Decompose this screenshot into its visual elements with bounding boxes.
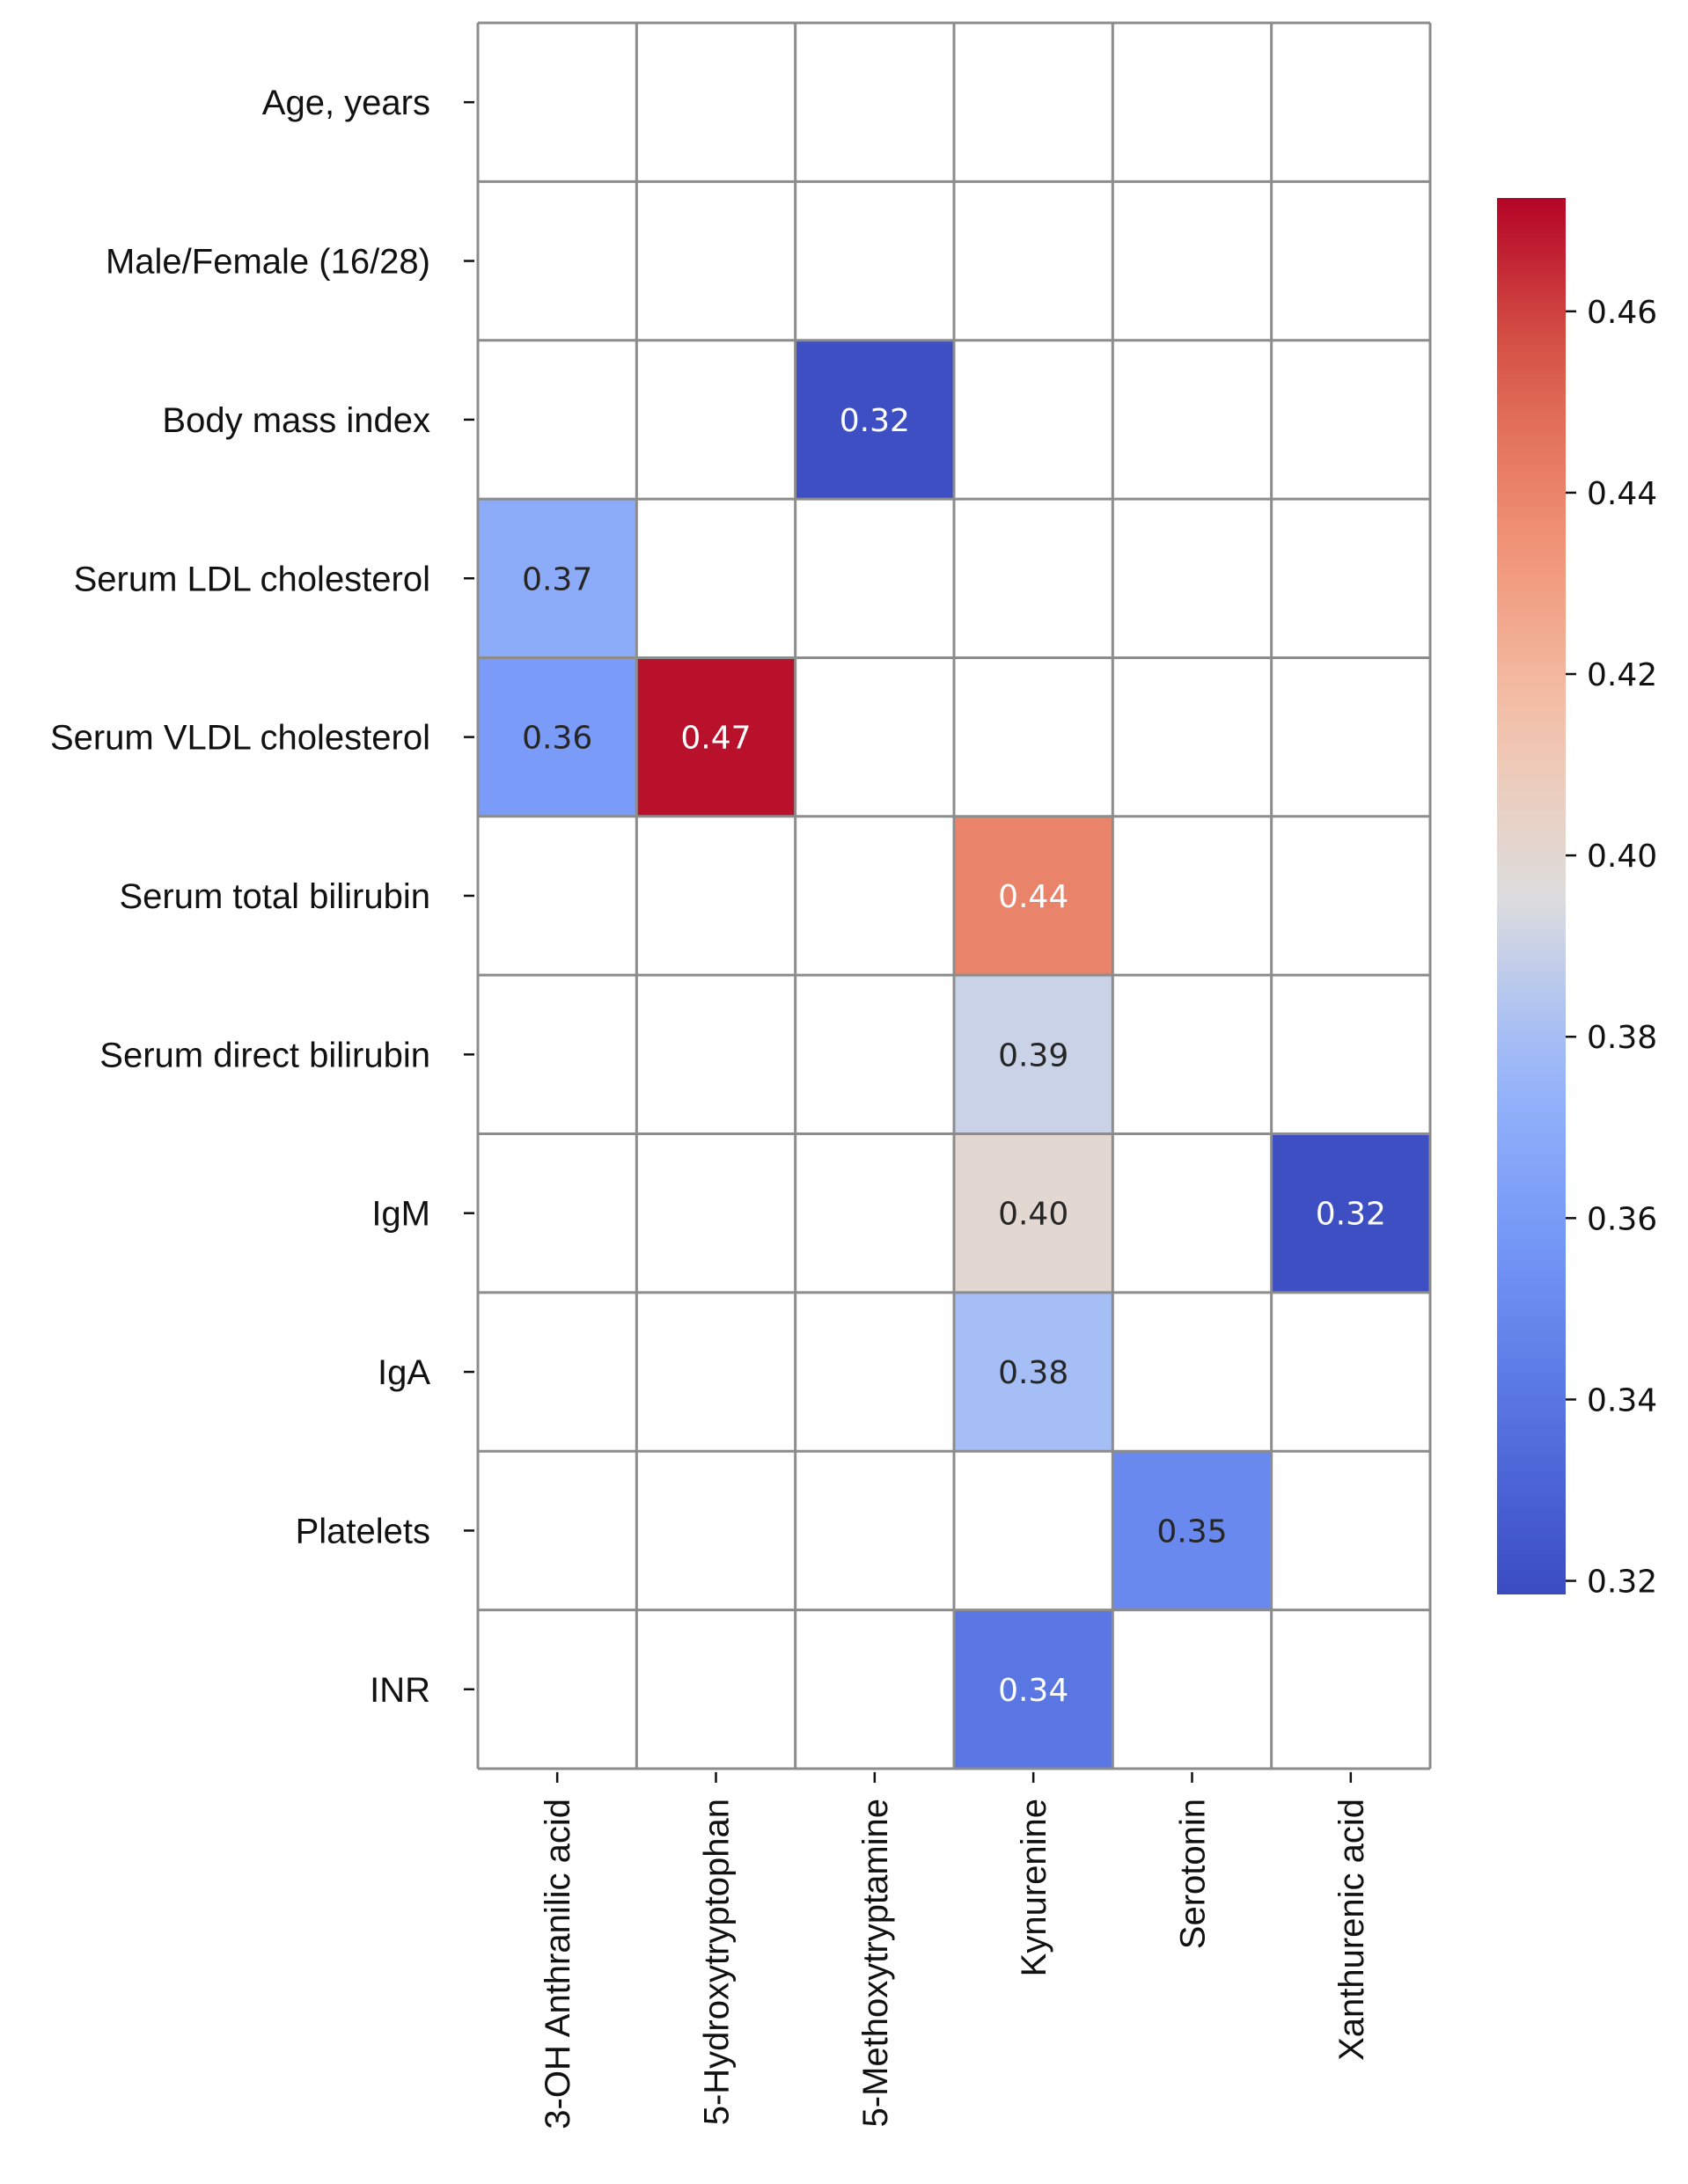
cell-value-label: 0.34 [998, 1673, 1068, 1709]
heatmap-figure: 0.32 0.37 0.36 0.47 0.44 0.39 0.40 0.32 0.38 0.35… [0, 0, 1688, 2184]
cell-value-label: 0.37 [522, 561, 592, 597]
column-label: 5-Methoxytryptamine [856, 1799, 895, 2127]
heatmap-grid [478, 23, 1430, 1769]
colorbar-tick-label: 0.46 [1587, 295, 1657, 331]
colorbar-tick-label: 0.36 [1587, 1201, 1657, 1237]
colorbar-gradient [1497, 198, 1566, 1594]
row-label: Male/Female (16/28) [106, 243, 430, 282]
row-label: IgM [371, 1195, 430, 1234]
cell-value-label: 0.44 [998, 879, 1068, 915]
cell-value-label: 0.39 [998, 1037, 1068, 1074]
row-label: Serum VLDL cholesterol [50, 719, 430, 758]
row-labels: Age, years Male/Female (16/28) Body mass i… [50, 84, 474, 1710]
colorbar-tick-label: 0.38 [1587, 1020, 1657, 1056]
column-label: Kynurenine [1015, 1799, 1053, 1976]
column-label: 3-OH Anthranilic acid [539, 1799, 577, 2129]
row-label: Body mass index [162, 401, 430, 440]
cell-value-label: 0.38 [998, 1355, 1068, 1391]
row-label: INR [370, 1671, 430, 1710]
column-label: 5-Hydroxytryptophan [697, 1799, 736, 2125]
cell-value-label: 0.35 [1156, 1513, 1227, 1550]
colorbar-tick-label: 0.34 [1587, 1382, 1657, 1418]
row-label: Serum direct bilirubin [99, 1036, 430, 1074]
column-label: Xanthurenic acid [1332, 1799, 1371, 2061]
row-label: Age, years [262, 84, 430, 122]
colorbar-tick-label: 0.40 [1587, 839, 1657, 875]
column-label: Serotonin [1173, 1799, 1212, 1949]
cell-value-label: 0.47 [680, 721, 751, 757]
cell-value-label: 0.36 [522, 721, 592, 757]
row-label: IgA [378, 1353, 430, 1392]
row-label: Serum total bilirubin [120, 877, 431, 916]
colorbar-tick-label: 0.42 [1587, 657, 1657, 693]
row-label: Serum LDL cholesterol [74, 560, 430, 598]
row-label: Platelets [296, 1512, 430, 1550]
colorbar [1497, 198, 1566, 1594]
cell-value-label: 0.32 [1316, 1197, 1386, 1233]
colorbar-tick-label: 0.32 [1587, 1565, 1657, 1601]
colorbar-tick-label: 0.44 [1587, 476, 1657, 512]
column-labels: 3-OH Anthranilic acid 5-Hydroxytryptophan… [539, 1772, 1371, 2129]
colorbar-ticks: 0.32 0.34 0.36 0.38 0.40 0.42 0.44 0.46 [1566, 295, 1657, 1601]
cell-value-label: 0.40 [998, 1197, 1068, 1233]
cell-value-label: 0.32 [840, 403, 910, 439]
